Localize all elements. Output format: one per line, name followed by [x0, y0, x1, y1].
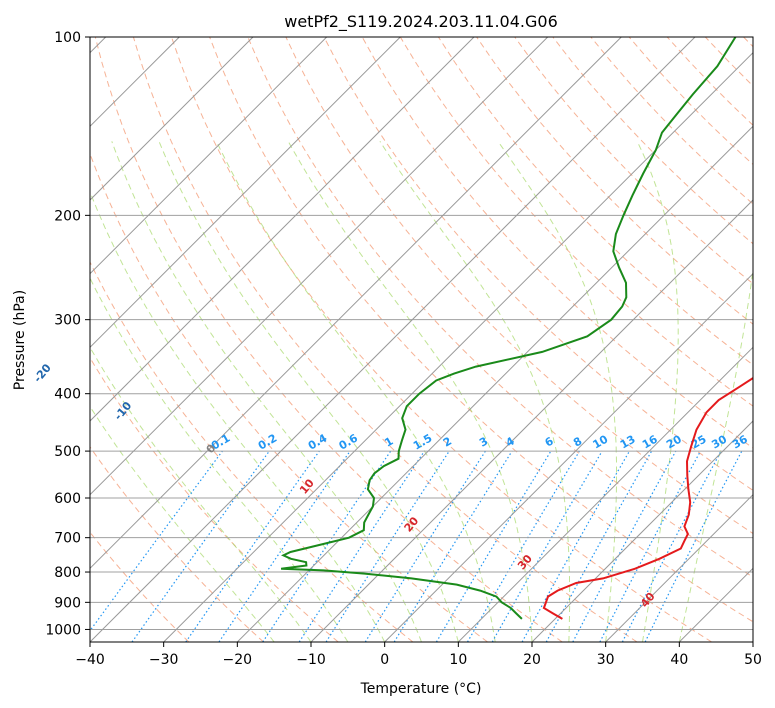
x-axis-ticks: −40 −30 −20 −10 0 10 20 30 40 50 — [75, 642, 762, 668]
isotherm-line — [90, 37, 401, 349]
dry-adiabat-line — [171, 37, 712, 642]
x-tick-label: 10 — [449, 652, 467, 668]
mixing-ratio-line — [90, 450, 223, 632]
x-tick-label: −10 — [296, 652, 326, 668]
mixing-ratio-line — [521, 450, 631, 642]
y-tick-label: 300 — [54, 313, 81, 329]
background-lines — [90, 37, 753, 642]
isotherm-line — [531, 420, 753, 642]
dry-adiabat-line — [209, 37, 753, 623]
dry-adiabat-line — [90, 356, 339, 642]
x-tick-label: 30 — [597, 652, 615, 668]
isotherm-line — [90, 37, 475, 422]
mixing-ratio-line — [545, 450, 653, 642]
dry-adiabat-line — [323, 37, 753, 491]
temperature-profile-line — [542, 376, 753, 620]
mixing-ratio-line — [131, 450, 270, 642]
y-tick-label: 600 — [54, 491, 81, 507]
mixing-ratio-line — [185, 450, 320, 642]
dry-adiabat-line — [90, 446, 264, 642]
y-tick-label: 700 — [54, 531, 81, 547]
y-axis-label: Pressure (hPa) — [12, 290, 28, 390]
dry-adiabat-line — [514, 37, 753, 285]
isotherm-line — [90, 37, 328, 275]
dry-adiabat-line — [285, 37, 753, 535]
pressure-gridlines — [90, 37, 753, 630]
isotherm-line — [163, 51, 753, 642]
isotherms — [90, 37, 753, 642]
mixing-ratio-lines — [90, 450, 743, 642]
y-tick-label: 800 — [54, 565, 81, 581]
mixing-ratio-line — [572, 450, 677, 642]
plot-frame — [89, 36, 754, 643]
y-tick-label: 500 — [54, 444, 81, 460]
y-tick-label: 400 — [54, 387, 81, 403]
isotherm-line — [90, 37, 549, 496]
y-axis-ticks: 1000 900 800 700 600 500 400 300 200 100 — [45, 30, 90, 638]
x-tick-label: 50 — [744, 652, 762, 668]
isotherm-line — [90, 37, 696, 642]
isotherm-line — [457, 346, 753, 642]
x-tick-label: 20 — [523, 652, 541, 668]
mixing-ratio-line — [325, 450, 450, 642]
dry-adiabat-line — [132, 37, 638, 642]
isotherm-line — [605, 493, 753, 642]
profile-lines — [280, 37, 753, 620]
x-tick-label: 40 — [670, 652, 688, 668]
isotherm-line — [90, 37, 622, 570]
dry-adiabats — [90, 37, 753, 642]
dry-adiabat-line — [247, 37, 753, 578]
y-tick-label: 100 — [54, 30, 81, 46]
mixing-ratio-line — [644, 450, 743, 642]
mixing-ratio-line — [393, 450, 513, 642]
dry-adiabat-line — [94, 37, 563, 642]
isotherm-line — [90, 37, 254, 201]
x-tick-label: −30 — [149, 652, 179, 668]
isotherm-line — [384, 272, 753, 642]
mixing-ratio-line — [218, 450, 351, 642]
x-tick-label: −20 — [223, 652, 253, 668]
x-tick-label: −40 — [75, 652, 105, 668]
x-axis-label: Temperature (°C) — [360, 681, 482, 697]
x-tick-label: 0 — [380, 652, 389, 668]
y-tick-label: 900 — [54, 595, 81, 611]
y-tick-label: 1000 — [45, 622, 81, 638]
isotherm-line — [310, 199, 753, 642]
dry-adiabat-line — [90, 260, 414, 642]
chart-title: wetPf2_S119.2024.203.11.04.G06 — [284, 12, 558, 32]
mixing-ratio-line — [298, 450, 425, 642]
y-tick-label: 200 — [54, 208, 81, 224]
dry-adiabat-line — [476, 37, 753, 325]
dewpoint-profile-line — [280, 37, 737, 620]
mixing-ratio-line — [262, 450, 392, 642]
